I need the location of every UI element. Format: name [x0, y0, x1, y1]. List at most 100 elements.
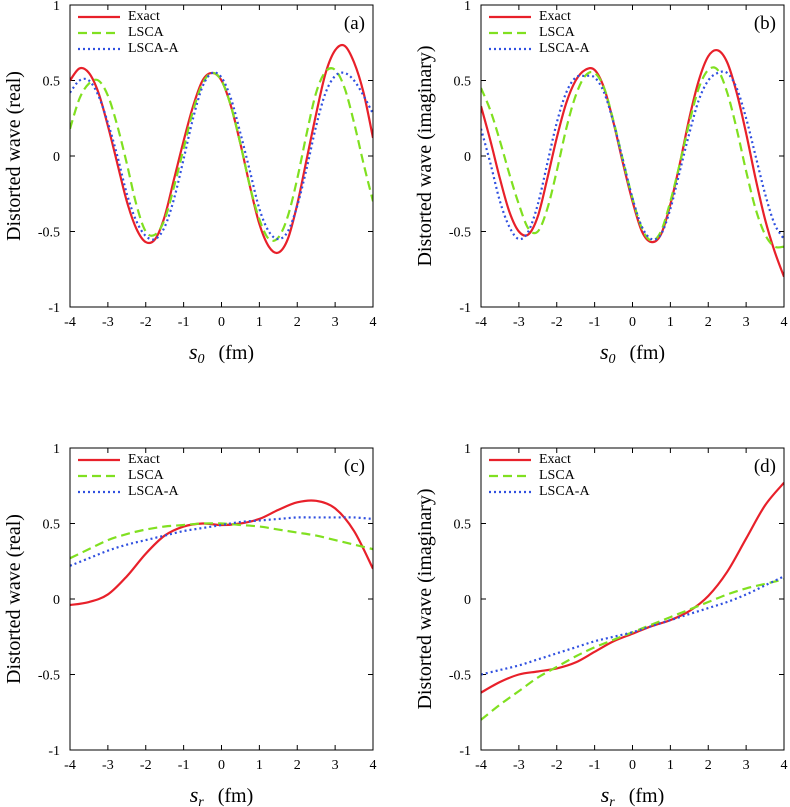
- x-tick-label: -3: [513, 758, 525, 773]
- y-tick-label: 1: [53, 442, 60, 457]
- x-tick-label: -2: [140, 758, 152, 773]
- legend-label: LSCA: [128, 25, 165, 40]
- x-tick-label: 4: [370, 315, 377, 330]
- x-label-unit: (fm): [629, 785, 665, 807]
- x-tick-label: -1: [178, 758, 190, 773]
- legend-label: Exact: [539, 9, 571, 24]
- x-tick-label: 2: [705, 758, 712, 773]
- y-tick-label: -0.5: [38, 669, 60, 684]
- x-label-unit: (fm): [218, 785, 254, 807]
- plot-lines: [481, 482, 784, 721]
- panel-label: (b): [754, 13, 776, 34]
- y-tick-label: -1: [48, 301, 60, 316]
- legend-label: LSCA: [539, 468, 576, 483]
- y-tick-label: -0.5: [449, 226, 471, 241]
- x-tick-label: -4: [64, 758, 76, 773]
- plot-frame: [480, 4, 785, 308]
- y-tick-label: 0: [464, 150, 471, 165]
- x-tick-label: -2: [140, 315, 152, 330]
- y-axis-label: Distorted wave (real): [3, 514, 25, 684]
- x-tick-label: -2: [551, 315, 563, 330]
- panel-label: (d): [754, 456, 776, 477]
- x-tick-label: 0: [218, 758, 225, 773]
- x-tick-label: 3: [743, 315, 750, 330]
- x-label-subscript: r: [198, 795, 204, 807]
- x-tick-label: 3: [332, 315, 339, 330]
- x-tick-label: -2: [551, 758, 563, 773]
- plot-lines: [481, 48, 784, 278]
- y-tick-label: -1: [48, 744, 60, 759]
- y-tick-label: 0: [464, 593, 471, 608]
- x-tick-label: -1: [178, 315, 190, 330]
- y-tick-label: 1: [53, 0, 60, 14]
- y-axis-label: Distorted wave (real): [3, 71, 25, 241]
- panel-label: (a): [344, 13, 365, 34]
- data-line: [70, 67, 373, 242]
- plot-frame: [69, 4, 374, 308]
- x-tick-label: 4: [781, 758, 788, 773]
- y-tick-label: 0.5: [43, 75, 61, 90]
- y-tick-label: -0.5: [449, 669, 471, 684]
- plot-lines: [70, 43, 373, 255]
- x-tick-label: 0: [629, 315, 636, 330]
- y-tick-label: 0: [53, 593, 60, 608]
- x-tick-label: -4: [475, 758, 487, 773]
- data-line: [481, 70, 784, 241]
- y-tick-label: 0.5: [454, 518, 472, 533]
- y-tick-label: 0.5: [454, 75, 472, 90]
- x-label-subscript: 0: [198, 352, 205, 367]
- x-label-unit: (fm): [630, 342, 666, 364]
- x-tick-label: 2: [294, 758, 301, 773]
- x-tick-label: 1: [256, 315, 263, 330]
- y-tick-label: 0.5: [43, 518, 61, 533]
- x-tick-label: -1: [589, 315, 601, 330]
- x-tick-label: -1: [589, 758, 601, 773]
- x-tick-label: 1: [667, 758, 674, 773]
- x-tick-label: -4: [64, 315, 76, 330]
- y-axis-label: Distorted wave (imaginary): [414, 488, 436, 709]
- x-axis-label: s0 (fm): [600, 339, 665, 367]
- data-line: [70, 499, 373, 607]
- x-tick-label: 4: [781, 315, 788, 330]
- legend-label: LSCA-A: [128, 484, 179, 499]
- data-line: [70, 522, 373, 560]
- x-tick-label: 1: [667, 315, 674, 330]
- data-line: [481, 482, 784, 694]
- y-tick-label: -0.5: [38, 226, 60, 241]
- x-tick-label: 2: [294, 315, 301, 330]
- x-tick-label: 3: [743, 758, 750, 773]
- legend-label: LSCA: [128, 468, 165, 483]
- x-label-symbol: s: [601, 782, 610, 807]
- legend-label: LSCA-A: [539, 484, 590, 499]
- y-tick-label: 1: [464, 442, 471, 457]
- x-tick-label: 0: [629, 758, 636, 773]
- data-line: [481, 575, 784, 676]
- x-axis-label: s0 (fm): [189, 339, 254, 367]
- x-label-symbol: s: [600, 339, 609, 364]
- x-tick-label: 4: [370, 758, 377, 773]
- x-label-symbol: s: [190, 782, 199, 807]
- legend-label: LSCA-A: [128, 41, 179, 56]
- plot-frame: [480, 447, 785, 751]
- x-label-subscript: 0: [609, 352, 616, 367]
- x-tick-label: 0: [218, 315, 225, 330]
- data-line: [70, 43, 373, 255]
- legend-label: Exact: [539, 452, 571, 467]
- x-label-symbol: s: [189, 339, 198, 364]
- x-label-subscript: r: [609, 795, 615, 807]
- plot-frame: [69, 447, 374, 751]
- x-tick-label: -3: [102, 315, 114, 330]
- legend-label: LSCA-A: [539, 41, 590, 56]
- y-tick-label: -1: [459, 301, 471, 316]
- y-axis-label: Distorted wave (imaginary): [414, 45, 436, 266]
- data-line: [481, 578, 784, 721]
- x-label-unit: (fm): [219, 342, 255, 364]
- x-axis-label: sr (fm): [601, 782, 665, 807]
- legend-label: Exact: [128, 452, 160, 467]
- x-tick-label: 2: [705, 315, 712, 330]
- x-axis-label: sr (fm): [190, 782, 254, 807]
